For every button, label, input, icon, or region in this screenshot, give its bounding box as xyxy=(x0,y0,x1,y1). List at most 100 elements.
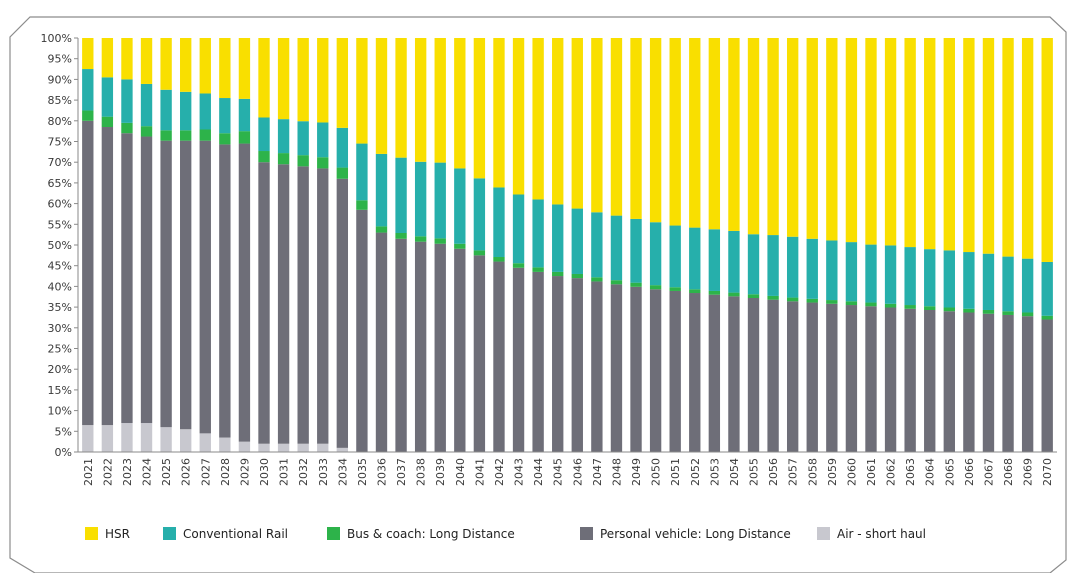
bar-segment xyxy=(375,232,388,452)
bar-segment xyxy=(454,248,466,452)
bar-segment xyxy=(865,38,877,245)
y-tick-label: 55% xyxy=(48,218,72,231)
bar-segment xyxy=(140,38,153,84)
y-tick-label: 45% xyxy=(48,260,72,273)
bar-segment xyxy=(356,143,368,201)
bars xyxy=(82,38,1053,452)
bar-segment xyxy=(238,38,251,99)
x-tick-label: 2046 xyxy=(571,458,584,486)
bar-segment xyxy=(865,302,877,307)
bar-segment xyxy=(219,38,231,99)
legend-label: HSR xyxy=(105,527,130,541)
x-tick-label: 2032 xyxy=(297,458,310,486)
bar-segment xyxy=(630,38,642,219)
bar-stack-2037 xyxy=(395,38,407,452)
y-tick-label: 35% xyxy=(48,301,72,314)
x-tick-label: 2023 xyxy=(121,458,134,486)
bar-segment xyxy=(591,38,603,213)
legend-label: Bus & coach: Long Distance xyxy=(347,527,515,541)
bar-segment xyxy=(1021,312,1034,317)
bar-segment xyxy=(924,249,936,307)
bar-stack-2042 xyxy=(493,38,505,452)
bar-segment xyxy=(689,227,701,290)
bar-segment xyxy=(806,298,818,303)
y-tick-label: 30% xyxy=(48,322,72,335)
bar-stack-2033 xyxy=(317,38,329,452)
bar-segment xyxy=(258,151,270,163)
x-tick-label: 2069 xyxy=(1022,458,1035,486)
bar-segment xyxy=(219,144,231,438)
bar-segment xyxy=(943,38,955,251)
bar-segment xyxy=(963,38,975,253)
bar-stack-2024 xyxy=(140,38,153,452)
x-tick-label: 2030 xyxy=(258,458,271,486)
bar-segment xyxy=(1002,256,1014,312)
bar-segment xyxy=(101,425,114,452)
bar-segment xyxy=(610,215,623,281)
bar-segment xyxy=(414,161,427,237)
bar-segment xyxy=(395,232,407,239)
bar-stack-2054 xyxy=(728,38,740,452)
bar-segment xyxy=(552,204,564,272)
bar-segment xyxy=(747,234,760,295)
bar-segment xyxy=(238,441,251,452)
bar-segment xyxy=(473,38,486,179)
bar-stack-2055 xyxy=(747,38,760,452)
y-tick-label: 15% xyxy=(48,384,72,397)
legend-item: Personal vehicle: Long Distance xyxy=(580,527,791,541)
bar-stack-2031 xyxy=(277,38,290,452)
bar-segment xyxy=(277,164,290,444)
bar-segment xyxy=(532,267,544,272)
bar-segment xyxy=(140,83,153,127)
bar-segment xyxy=(591,281,603,452)
bar-segment xyxy=(395,238,407,452)
x-tick-label: 2052 xyxy=(689,458,702,486)
bar-stack-2041 xyxy=(473,38,486,452)
bar-segment xyxy=(140,423,153,452)
bar-segment xyxy=(121,79,133,123)
bar-segment xyxy=(884,38,897,246)
x-tick-label: 2021 xyxy=(82,458,95,486)
bar-segment xyxy=(630,286,642,452)
x-tick-label: 2053 xyxy=(708,458,721,486)
bar-stack-2064 xyxy=(924,38,936,452)
bar-segment xyxy=(708,294,721,452)
bar-segment xyxy=(669,290,681,452)
bar-segment xyxy=(943,250,955,308)
y-tick-label: 20% xyxy=(48,363,72,376)
bar-segment xyxy=(1041,261,1053,316)
bar-segment xyxy=(473,178,486,251)
bar-segment xyxy=(512,263,525,268)
x-tick-label: 2051 xyxy=(669,458,682,486)
bar-segment xyxy=(982,38,995,254)
bar-segment xyxy=(512,38,525,195)
bar-segment xyxy=(963,252,975,309)
bar-stack-2026 xyxy=(180,38,192,452)
legend-item: HSR xyxy=(85,527,130,541)
bar-segment xyxy=(258,162,270,444)
x-tick-label: 2031 xyxy=(278,458,291,486)
x-tick-label: 2054 xyxy=(728,458,741,486)
bar-stack-2046 xyxy=(571,38,583,452)
bar-stack-2062 xyxy=(884,38,897,452)
bar-stack-2023 xyxy=(121,38,133,452)
y-tick-label: 60% xyxy=(48,198,72,211)
bar-stack-2069 xyxy=(1021,38,1034,452)
y-tick-label: 65% xyxy=(48,177,72,190)
bar-segment xyxy=(689,38,701,228)
bar-segment xyxy=(180,91,192,131)
bar-segment xyxy=(434,162,446,239)
bar-segment xyxy=(493,38,505,188)
legend-swatch xyxy=(163,527,176,540)
bar-stack-2038 xyxy=(414,38,427,452)
bar-segment xyxy=(1041,38,1053,262)
bar-segment xyxy=(728,292,740,297)
bar-segment xyxy=(336,167,349,179)
bar-segment xyxy=(630,282,642,287)
bar-segment xyxy=(297,166,309,444)
bar-segment xyxy=(277,119,290,154)
bar-segment xyxy=(747,294,760,298)
bar-segment xyxy=(336,127,349,168)
bar-segment xyxy=(258,38,270,118)
bar-segment xyxy=(317,157,329,169)
